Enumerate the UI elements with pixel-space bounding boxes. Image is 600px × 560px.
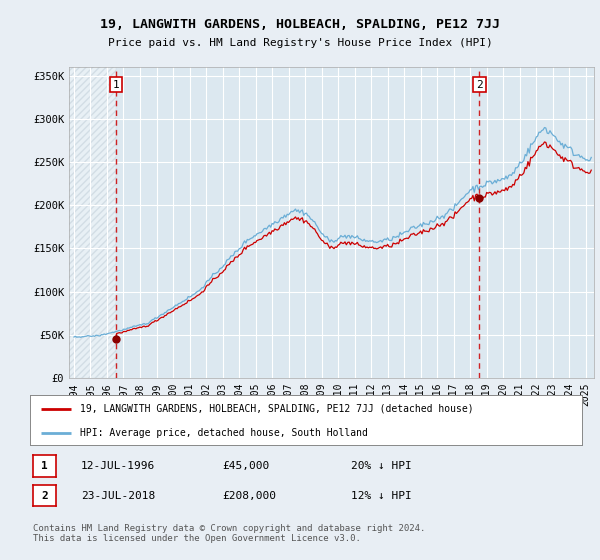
Text: HPI: Average price, detached house, South Holland: HPI: Average price, detached house, Sout… [80, 428, 368, 437]
Text: 12% ↓ HPI: 12% ↓ HPI [351, 491, 412, 501]
Text: 19, LANGWITH GARDENS, HOLBEACH, SPALDING, PE12 7JJ: 19, LANGWITH GARDENS, HOLBEACH, SPALDING… [100, 18, 500, 31]
Text: 2: 2 [41, 491, 48, 501]
Text: 12-JUL-1996: 12-JUL-1996 [81, 461, 155, 471]
Text: 1: 1 [113, 80, 119, 90]
Text: Price paid vs. HM Land Registry's House Price Index (HPI): Price paid vs. HM Land Registry's House … [107, 38, 493, 48]
Text: £45,000: £45,000 [222, 461, 269, 471]
Text: 23-JUL-2018: 23-JUL-2018 [81, 491, 155, 501]
Text: Contains HM Land Registry data © Crown copyright and database right 2024.
This d: Contains HM Land Registry data © Crown c… [33, 524, 425, 543]
Bar [69, 67, 116, 378]
Text: 20% ↓ HPI: 20% ↓ HPI [351, 461, 412, 471]
Text: 19, LANGWITH GARDENS, HOLBEACH, SPALDING, PE12 7JJ (detached house): 19, LANGWITH GARDENS, HOLBEACH, SPALDING… [80, 404, 473, 414]
Text: 1: 1 [41, 461, 48, 471]
Text: £208,000: £208,000 [222, 491, 276, 501]
Text: 2: 2 [476, 80, 483, 90]
